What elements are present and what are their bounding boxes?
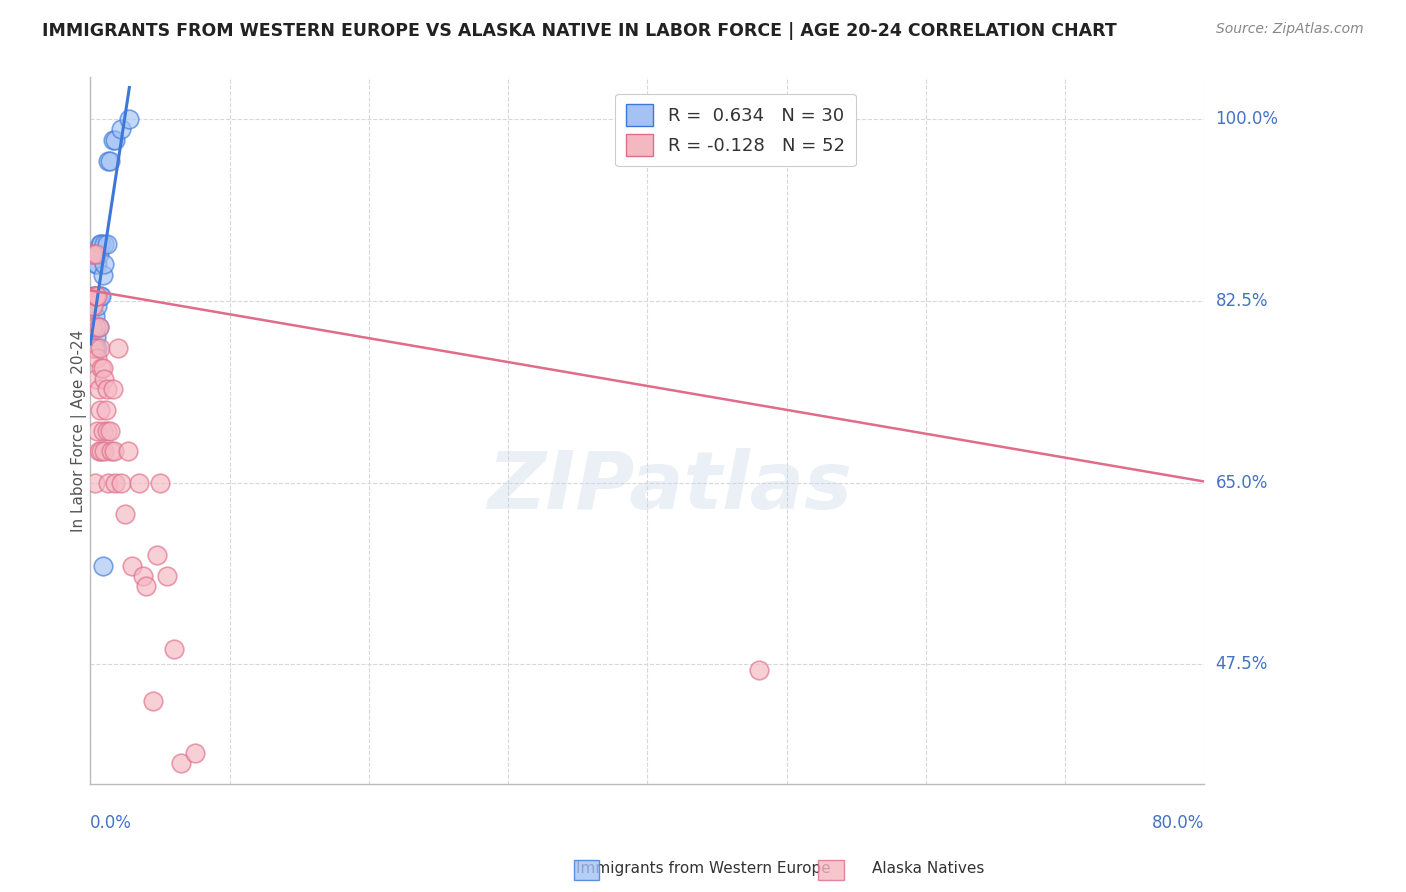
Point (82, 288, 104, 302)
Point (86, 257, 108, 271)
Point (82, 299, 104, 313)
Point (87, 319, 110, 334)
Point (91, 268, 114, 282)
Text: 47.5%: 47.5% (1216, 656, 1268, 673)
Point (98, 153, 121, 168)
Text: ZIPatlas: ZIPatlas (486, 448, 852, 526)
Point (89, 288, 111, 302)
Point (97, 475, 120, 490)
Text: Alaska Natives: Alaska Natives (872, 861, 984, 876)
Point (128, 475, 150, 490)
Point (117, 444, 139, 458)
Point (101, 133, 124, 147)
Point (80, 299, 103, 313)
Text: 80.0%: 80.0% (1152, 814, 1205, 832)
Point (114, 507, 136, 521)
Text: Source: ZipAtlas.com: Source: ZipAtlas.com (1216, 22, 1364, 37)
Point (94, 402, 117, 417)
Point (82, 341, 104, 355)
Point (83, 247, 105, 261)
Point (121, 558, 143, 573)
Point (107, 341, 129, 355)
Point (83, 288, 105, 302)
Point (80, 299, 103, 313)
Text: 0.0%: 0.0% (90, 814, 132, 832)
Point (110, 122, 132, 136)
Point (82, 247, 104, 261)
Point (156, 569, 179, 583)
Text: Immigrants from Western Europe: Immigrants from Western Europe (575, 861, 831, 876)
Point (83, 341, 105, 355)
Text: 65.0%: 65.0% (1216, 474, 1268, 491)
Point (184, 746, 207, 760)
Point (83, 310, 105, 324)
Point (93, 444, 115, 458)
Point (163, 641, 186, 656)
Point (87, 247, 110, 261)
Point (80, 319, 103, 334)
Point (84, 372, 107, 386)
Y-axis label: In Labor Force | Age 20-24: In Labor Force | Age 20-24 (72, 329, 87, 532)
Point (98, 424, 121, 438)
Point (93, 236, 115, 251)
Point (86, 424, 108, 438)
Point (82, 319, 104, 334)
Point (83, 288, 105, 302)
Point (89, 402, 111, 417)
Point (86, 341, 108, 355)
Text: 82.5%: 82.5% (1216, 292, 1268, 310)
Point (142, 694, 165, 708)
Point (170, 756, 193, 770)
Point (89, 236, 111, 251)
Text: IMMIGRANTS FROM WESTERN EUROPE VS ALASKA NATIVE IN LABOR FORCE | AGE 20-24 CORRE: IMMIGRANTS FROM WESTERN EUROPE VS ALASKA… (42, 22, 1116, 40)
Point (91, 558, 114, 573)
Point (104, 133, 127, 147)
Point (84, 288, 107, 302)
Point (90, 236, 112, 251)
Point (100, 444, 122, 458)
Point (135, 579, 157, 593)
Point (748, 663, 770, 677)
Point (110, 475, 132, 490)
Point (91, 424, 114, 438)
Point (132, 569, 155, 583)
Point (87, 382, 110, 396)
Point (104, 475, 127, 490)
Point (91, 361, 114, 376)
Point (84, 247, 107, 261)
Point (86, 299, 108, 313)
Point (90, 444, 112, 458)
Point (87, 444, 110, 458)
Legend: R =  0.634   N = 30, R = -0.128   N = 52: R = 0.634 N = 30, R = -0.128 N = 52 (616, 94, 856, 167)
Point (146, 549, 169, 563)
Point (149, 475, 172, 490)
Point (90, 361, 112, 376)
Point (96, 382, 118, 396)
Text: 100.0%: 100.0% (1216, 110, 1278, 128)
Point (84, 319, 107, 334)
Point (90, 288, 112, 302)
Point (84, 257, 107, 271)
Point (96, 236, 118, 251)
Point (84, 330, 107, 344)
Point (87, 319, 110, 334)
Point (86, 351, 108, 365)
Point (83, 475, 105, 490)
Point (86, 288, 108, 302)
Point (80, 247, 103, 261)
Point (93, 257, 115, 271)
Point (93, 372, 115, 386)
Point (101, 382, 124, 396)
Point (89, 341, 111, 355)
Point (83, 341, 105, 355)
Point (96, 424, 118, 438)
Point (118, 112, 141, 126)
Point (103, 444, 125, 458)
Point (80, 319, 103, 334)
Point (97, 153, 120, 168)
